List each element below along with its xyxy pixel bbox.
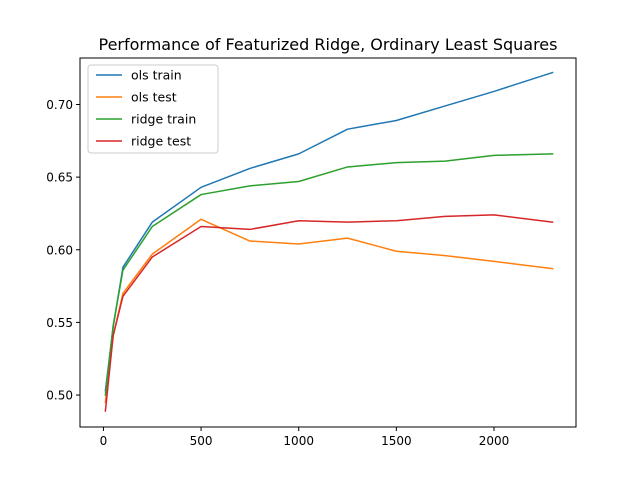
legend-label: ridge test	[131, 134, 191, 149]
x-axis: 0 500 1000 1500 2000	[100, 427, 510, 448]
x-tick-label: 0	[100, 434, 108, 448]
x-tick-label: 500	[190, 434, 213, 448]
legend-label: ols test	[131, 90, 177, 105]
series-line-ridge-train	[104, 153, 554, 396]
x-tick-label: 1000	[283, 434, 314, 448]
chart-title: Performance of Featurized Ridge, Ordinar…	[99, 35, 558, 54]
y-tick-label: 0.70	[46, 98, 73, 112]
y-tick-label: 0.55	[46, 316, 73, 330]
y-tick-label: 0.65	[46, 171, 73, 185]
y-axis: 0.50 0.55 0.60 0.65 0.70	[46, 98, 80, 403]
x-tick-label: 2000	[479, 434, 510, 448]
y-tick-label: 0.60	[46, 243, 73, 257]
legend: ols train ols test ridge train ridge test	[87, 64, 219, 154]
plot-lines	[104, 71, 554, 412]
y-tick-label: 0.50	[46, 389, 73, 403]
series-line-ridge-test	[104, 214, 554, 412]
legend-label: ridge train	[131, 112, 196, 127]
plot-frame	[79, 57, 577, 428]
legend-label: ols train	[131, 68, 182, 83]
legend-box	[87, 64, 219, 154]
x-tick-label: 1500	[381, 434, 412, 448]
